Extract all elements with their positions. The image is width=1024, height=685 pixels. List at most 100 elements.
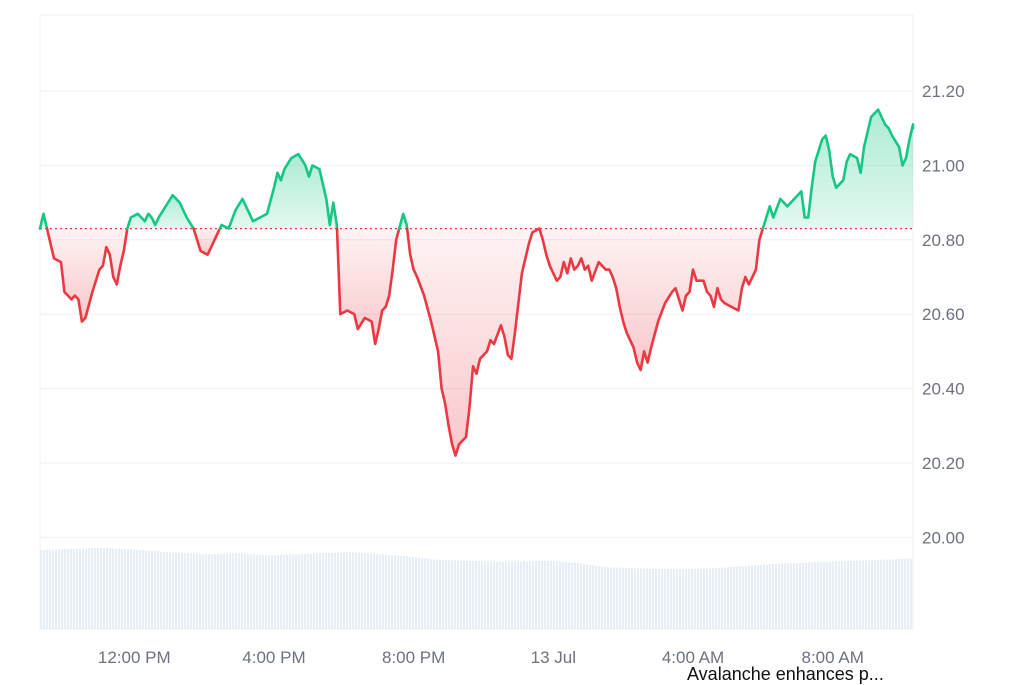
volume-bar <box>340 552 343 629</box>
volume-bar <box>112 548 115 629</box>
volume-bar <box>274 554 277 629</box>
volume-bar <box>487 561 490 629</box>
volume-bar <box>304 553 307 629</box>
volume-bar <box>439 559 442 629</box>
volume-bar <box>910 558 913 629</box>
line-segment-down <box>335 227 401 346</box>
volume-bar <box>352 552 355 629</box>
volume-bar <box>517 561 520 629</box>
volume-bar <box>277 554 280 629</box>
x-tick-label: 12:00 PM <box>98 648 171 667</box>
line-segment-up <box>397 212 409 230</box>
y-tick-label: 20.00 <box>922 528 965 547</box>
volume-bar <box>124 548 127 629</box>
volume-bar <box>256 554 259 629</box>
volume-bar <box>826 561 829 629</box>
x-tick-label: 4:00 PM <box>242 648 305 667</box>
volume-bar <box>841 561 844 629</box>
volume-bar <box>775 563 778 629</box>
volume-bar <box>97 547 100 629</box>
line-segment-up <box>126 193 195 230</box>
volume-bar <box>253 554 256 629</box>
volume-bar <box>292 554 295 629</box>
volume-bar <box>178 552 181 629</box>
volume-bar <box>898 559 901 629</box>
volume-bar <box>571 562 574 629</box>
volume-bar <box>457 560 460 629</box>
volume-bar <box>169 552 172 629</box>
volume-bar <box>280 554 283 629</box>
area-below-baseline <box>47 228 128 322</box>
volume-bar <box>661 569 664 629</box>
area-below-baseline <box>337 228 400 344</box>
volume-bar <box>313 553 316 629</box>
volume-bars <box>40 547 913 629</box>
volume-bar <box>319 553 322 629</box>
volume-bar <box>592 565 595 629</box>
volume-bar <box>904 558 907 629</box>
volume-bar <box>685 569 688 629</box>
volume-bar <box>64 549 67 629</box>
volume-bar <box>43 549 46 629</box>
line-segment-down <box>405 227 541 457</box>
volume-bar <box>145 550 148 629</box>
volume-bar <box>889 559 892 629</box>
volume-bar <box>346 552 349 629</box>
volume-bar <box>544 560 547 629</box>
volume-bar <box>484 561 487 629</box>
volume-bar <box>754 565 757 629</box>
volume-bar <box>100 547 103 629</box>
volume-bar <box>859 560 862 629</box>
volume-bar <box>610 567 613 629</box>
volume-bar <box>391 555 394 629</box>
volume-bar <box>604 567 607 629</box>
x-axis-ticks: 12:00 PM 4:00 PM 8:00 PM 13 Jul 4:00 AM 8:00 … <box>98 648 864 667</box>
line-segment-down <box>538 227 765 372</box>
volume-bar <box>790 563 793 629</box>
volume-bar <box>508 561 511 629</box>
volume-bar <box>70 548 73 629</box>
volume-bar <box>493 561 496 629</box>
volume-bar <box>241 553 244 629</box>
volume-bar <box>700 568 703 629</box>
volume-bar <box>739 566 742 629</box>
volume-bar <box>802 562 805 629</box>
volume-bar <box>565 562 568 629</box>
volume-bar <box>709 568 712 629</box>
volume-bar <box>163 551 166 629</box>
volume-bar <box>736 566 739 629</box>
volume-bar <box>619 567 622 629</box>
volume-bar <box>799 562 802 629</box>
volume-bar <box>514 561 517 629</box>
volume-bar <box>193 553 196 629</box>
volume-bar <box>130 549 133 629</box>
volume-bar <box>61 549 64 629</box>
volume-bar <box>211 554 214 629</box>
volume-bar <box>127 549 130 629</box>
volume-bar <box>448 560 451 629</box>
volume-bar <box>757 565 760 629</box>
volume-bar <box>454 560 457 629</box>
volume-bar <box>583 563 586 629</box>
x-tick-label: 8:00 PM <box>382 648 445 667</box>
volume-bar <box>481 561 484 629</box>
volume-bar <box>814 562 817 629</box>
volume-bar <box>643 568 646 629</box>
y-tick-label: 20.80 <box>922 231 965 250</box>
volume-bar <box>682 569 685 629</box>
news-caption[interactable]: Avalanche enhances p... <box>687 664 884 684</box>
volume-bar <box>220 553 223 629</box>
volume-bar <box>187 553 190 629</box>
volume-bar <box>121 548 124 629</box>
volume-bar <box>460 560 463 629</box>
volume-bar <box>529 561 532 629</box>
volume-bar <box>637 568 640 629</box>
volume-bar <box>853 560 856 629</box>
volume-bar <box>271 555 274 629</box>
volume-bar <box>250 554 253 629</box>
volume-bar <box>118 548 121 629</box>
volume-bar <box>781 563 784 629</box>
volume-bar <box>361 552 364 629</box>
volume-bar <box>58 549 61 629</box>
volume-bar <box>559 561 562 629</box>
